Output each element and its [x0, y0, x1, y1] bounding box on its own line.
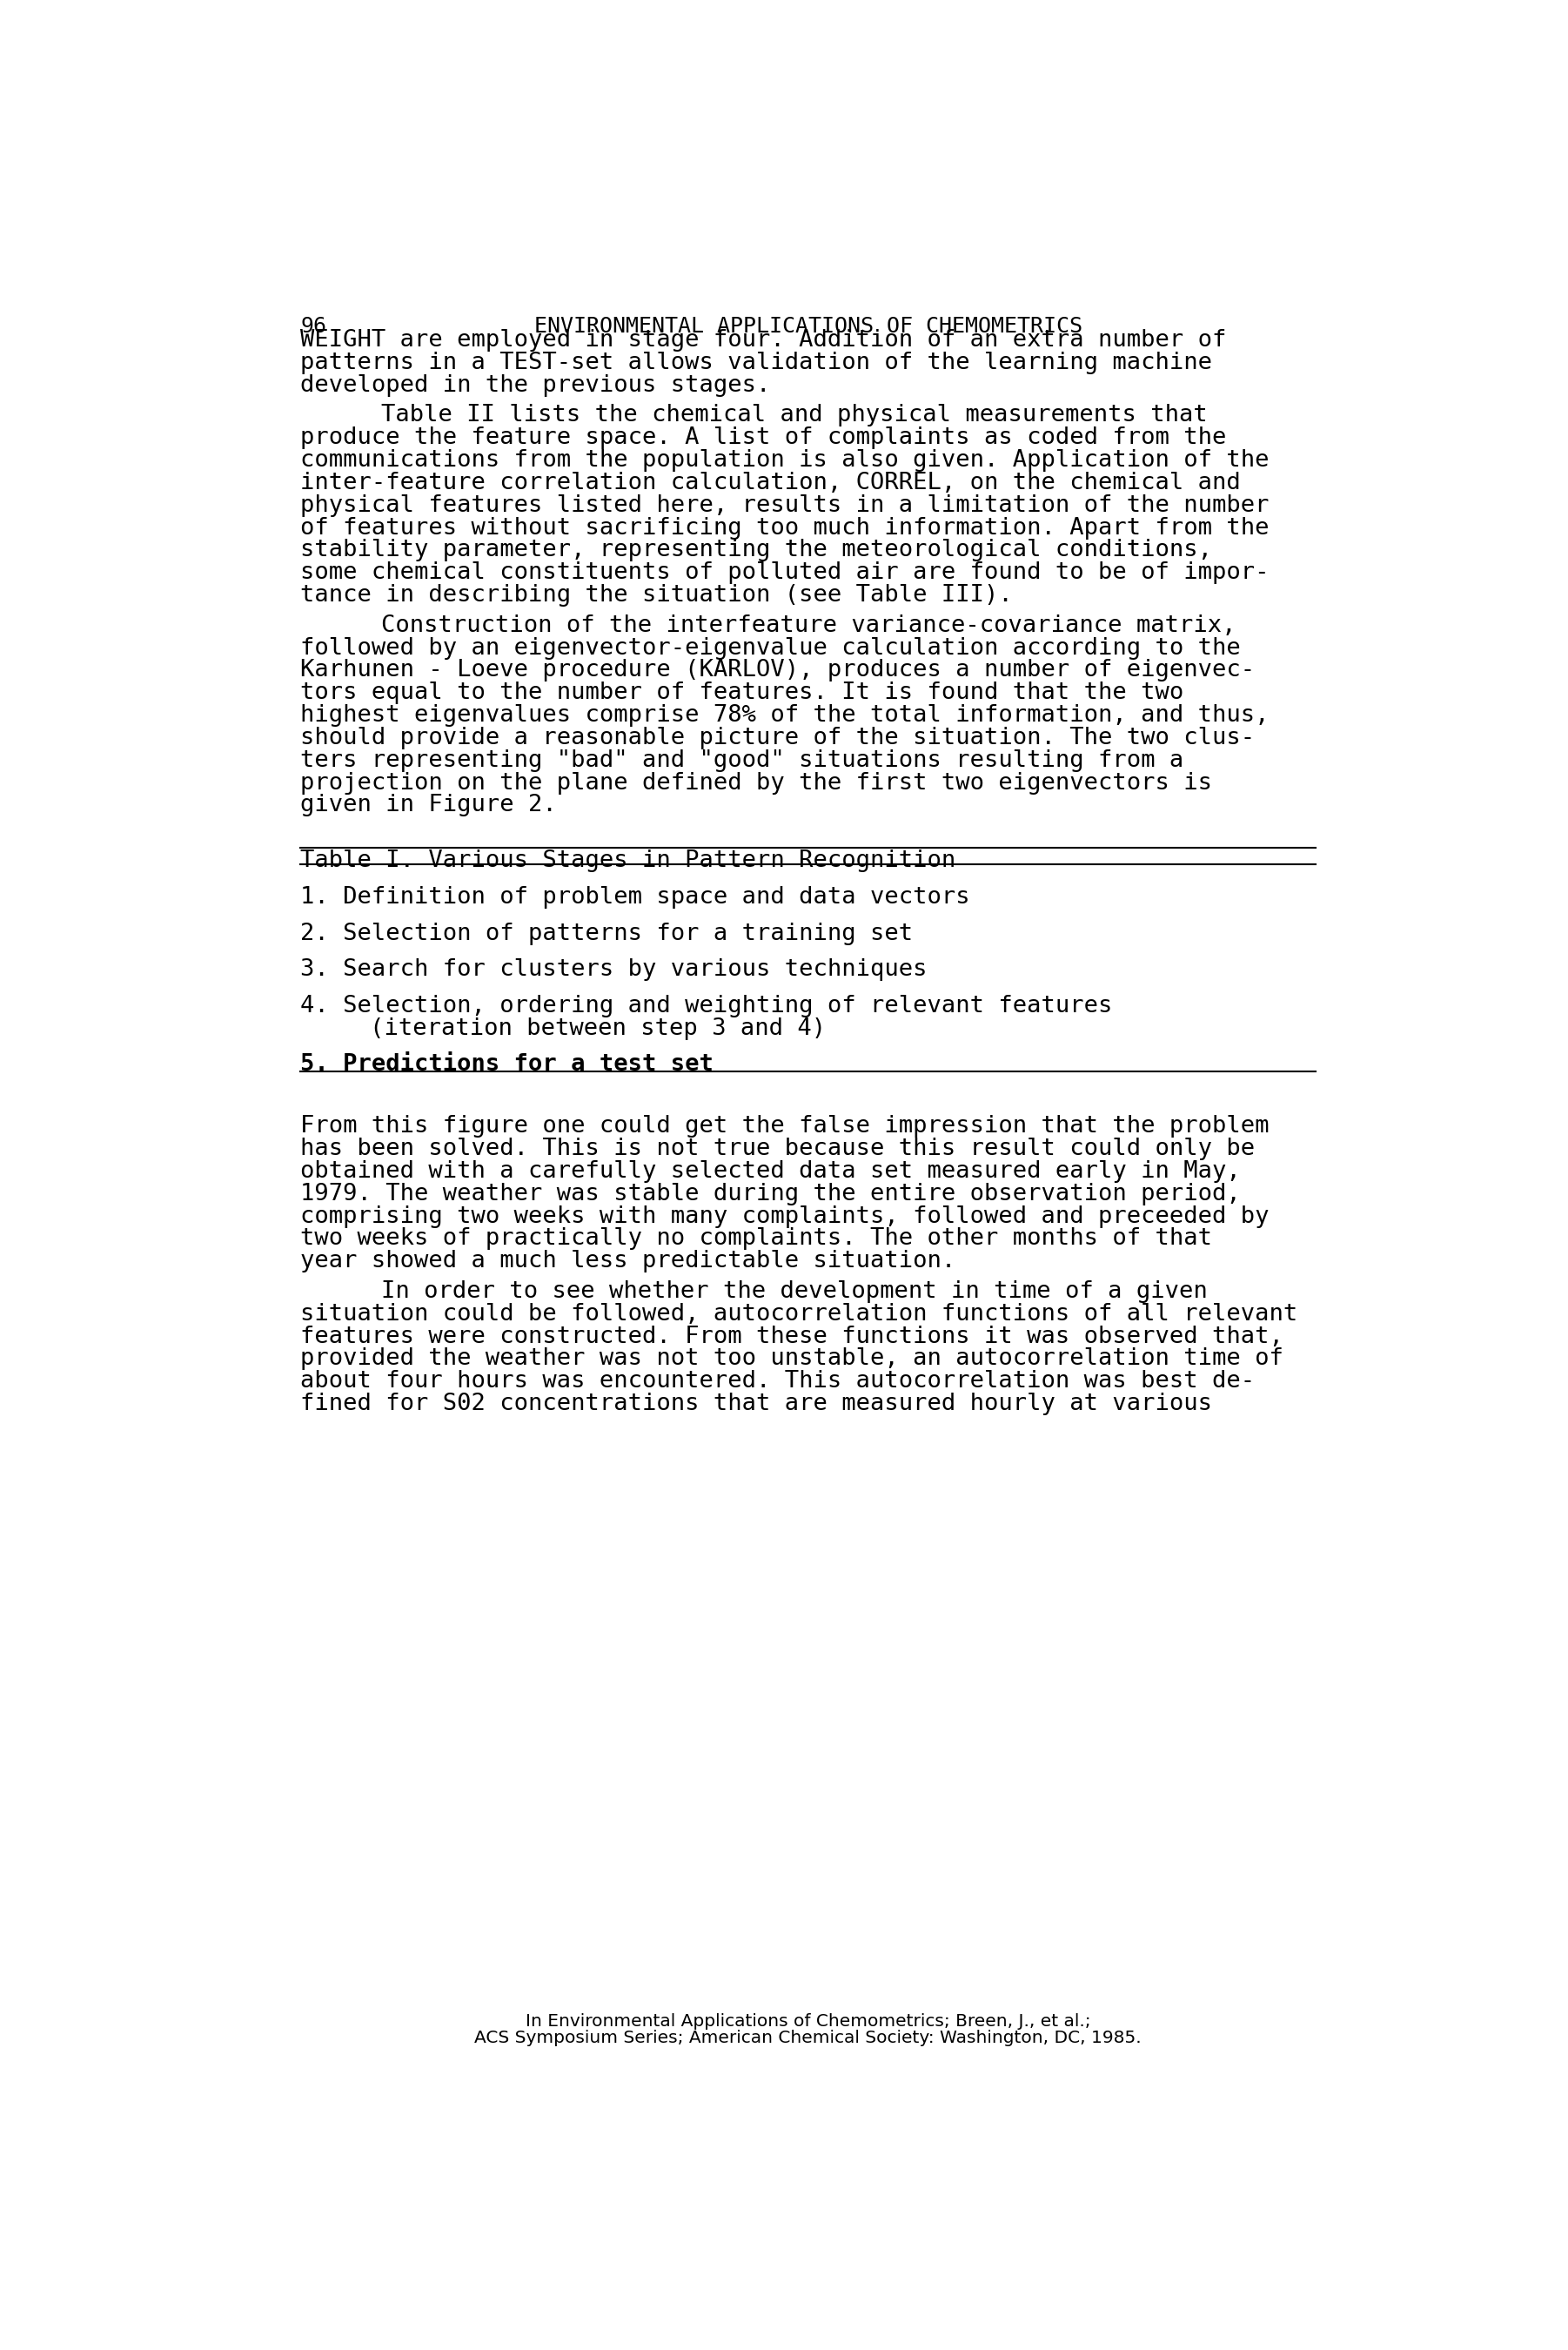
Text: In Environmental Applications of Chemometrics; Breen, J., et al.;: In Environmental Applications of Chemome… — [525, 2014, 1091, 2030]
Text: 4. Selection, ordering and weighting of relevant features: 4. Selection, ordering and weighting of … — [301, 994, 1113, 1018]
Text: Table II lists the chemical and physical measurements that: Table II lists the chemical and physical… — [381, 404, 1207, 428]
Text: fined for S02 concentrations that are measured hourly at various: fined for S02 concentrations that are me… — [301, 1394, 1212, 1415]
Text: In order to see whether the development in time of a given: In order to see whether the development … — [381, 1281, 1207, 1302]
Text: produce the feature space. A list of complaints as coded from the: produce the feature space. A list of com… — [301, 428, 1226, 449]
Text: 96: 96 — [301, 315, 326, 336]
Text: communications from the population is also given. Application of the: communications from the population is al… — [301, 449, 1270, 472]
Text: (iteration between step 3 and 4): (iteration between step 3 and 4) — [328, 1018, 826, 1039]
Text: tors equal to the number of features. It is found that the two: tors equal to the number of features. It… — [301, 682, 1184, 705]
Text: Karhunen - Loeve procedure (KARLOV), produces a number of eigenvec-: Karhunen - Loeve procedure (KARLOV), pro… — [301, 660, 1254, 681]
Text: physical features listed here, results in a limitation of the number: physical features listed here, results i… — [301, 494, 1270, 517]
Text: WEIGHT are employed in stage four. Addition of an extra number of: WEIGHT are employed in stage four. Addit… — [301, 329, 1226, 352]
Text: has been solved. This is not true because this result could only be: has been solved. This is not true becaus… — [301, 1137, 1254, 1161]
Text: 1. Definition of problem space and data vectors: 1. Definition of problem space and data … — [301, 886, 971, 909]
Text: highest eigenvalues comprise 78% of the total information, and thus,: highest eigenvalues comprise 78% of the … — [301, 705, 1270, 726]
Text: 3. Search for clusters by various techniques: 3. Search for clusters by various techni… — [301, 959, 927, 982]
Text: 1979. The weather was stable during the entire observation period,: 1979. The weather was stable during the … — [301, 1182, 1240, 1206]
Text: Table I. Various Stages in Pattern Recognition: Table I. Various Stages in Pattern Recog… — [301, 848, 956, 872]
Text: stability parameter, representing the meteorological conditions,: stability parameter, representing the me… — [301, 538, 1212, 562]
Text: developed in the previous stages.: developed in the previous stages. — [301, 374, 771, 397]
Text: given in Figure 2.: given in Figure 2. — [301, 794, 557, 818]
Text: some chemical constituents of polluted air are found to be of impor-: some chemical constituents of polluted a… — [301, 562, 1270, 585]
Text: followed by an eigenvector-eigenvalue calculation according to the: followed by an eigenvector-eigenvalue ca… — [301, 637, 1240, 660]
Text: comprising two weeks with many complaints, followed and preceeded by: comprising two weeks with many complaint… — [301, 1206, 1270, 1227]
Text: 5. Predictions for a test set: 5. Predictions for a test set — [301, 1053, 713, 1076]
Text: projection on the plane defined by the first two eigenvectors is: projection on the plane defined by the f… — [301, 771, 1212, 794]
Text: obtained with a carefully selected data set measured early in May,: obtained with a carefully selected data … — [301, 1161, 1240, 1182]
Text: about four hours was encountered. This autocorrelation was best de-: about four hours was encountered. This a… — [301, 1370, 1254, 1394]
Text: year showed a much less predictable situation.: year showed a much less predictable situ… — [301, 1250, 956, 1274]
Text: From this figure one could get the false impression that the problem: From this figure one could get the false… — [301, 1116, 1270, 1137]
Text: inter-feature correlation calculation, CORREL, on the chemical and: inter-feature correlation calculation, C… — [301, 472, 1240, 494]
Text: of features without sacrificing too much information. Apart from the: of features without sacrificing too much… — [301, 517, 1270, 538]
Text: two weeks of practically no complaints. The other months of that: two weeks of practically no complaints. … — [301, 1227, 1212, 1250]
Text: ENVIRONMENTAL APPLICATIONS OF CHEMOMETRICS: ENVIRONMENTAL APPLICATIONS OF CHEMOMETRI… — [533, 315, 1082, 336]
Text: situation could be followed, autocorrelation functions of all relevant: situation could be followed, autocorrela… — [301, 1302, 1298, 1325]
Text: tance in describing the situation (see Table III).: tance in describing the situation (see T… — [301, 585, 1013, 606]
Text: features were constructed. From these functions it was observed that,: features were constructed. From these fu… — [301, 1325, 1284, 1349]
Text: 2. Selection of patterns for a training set: 2. Selection of patterns for a training … — [301, 921, 913, 945]
Text: Construction of the interfeature variance-covariance matrix,: Construction of the interfeature varianc… — [381, 613, 1236, 637]
Text: provided the weather was not too unstable, an autocorrelation time of: provided the weather was not too unstabl… — [301, 1349, 1284, 1370]
Text: patterns in a TEST-set allows validation of the learning machine: patterns in a TEST-set allows validation… — [301, 352, 1212, 374]
Text: ters representing "bad" and "good" situations resulting from a: ters representing "bad" and "good" situa… — [301, 750, 1184, 771]
Text: should provide a reasonable picture of the situation. The two clus-: should provide a reasonable picture of t… — [301, 726, 1254, 750]
Text: ACS Symposium Series; American Chemical Society: Washington, DC, 1985.: ACS Symposium Series; American Chemical … — [475, 2030, 1142, 2047]
